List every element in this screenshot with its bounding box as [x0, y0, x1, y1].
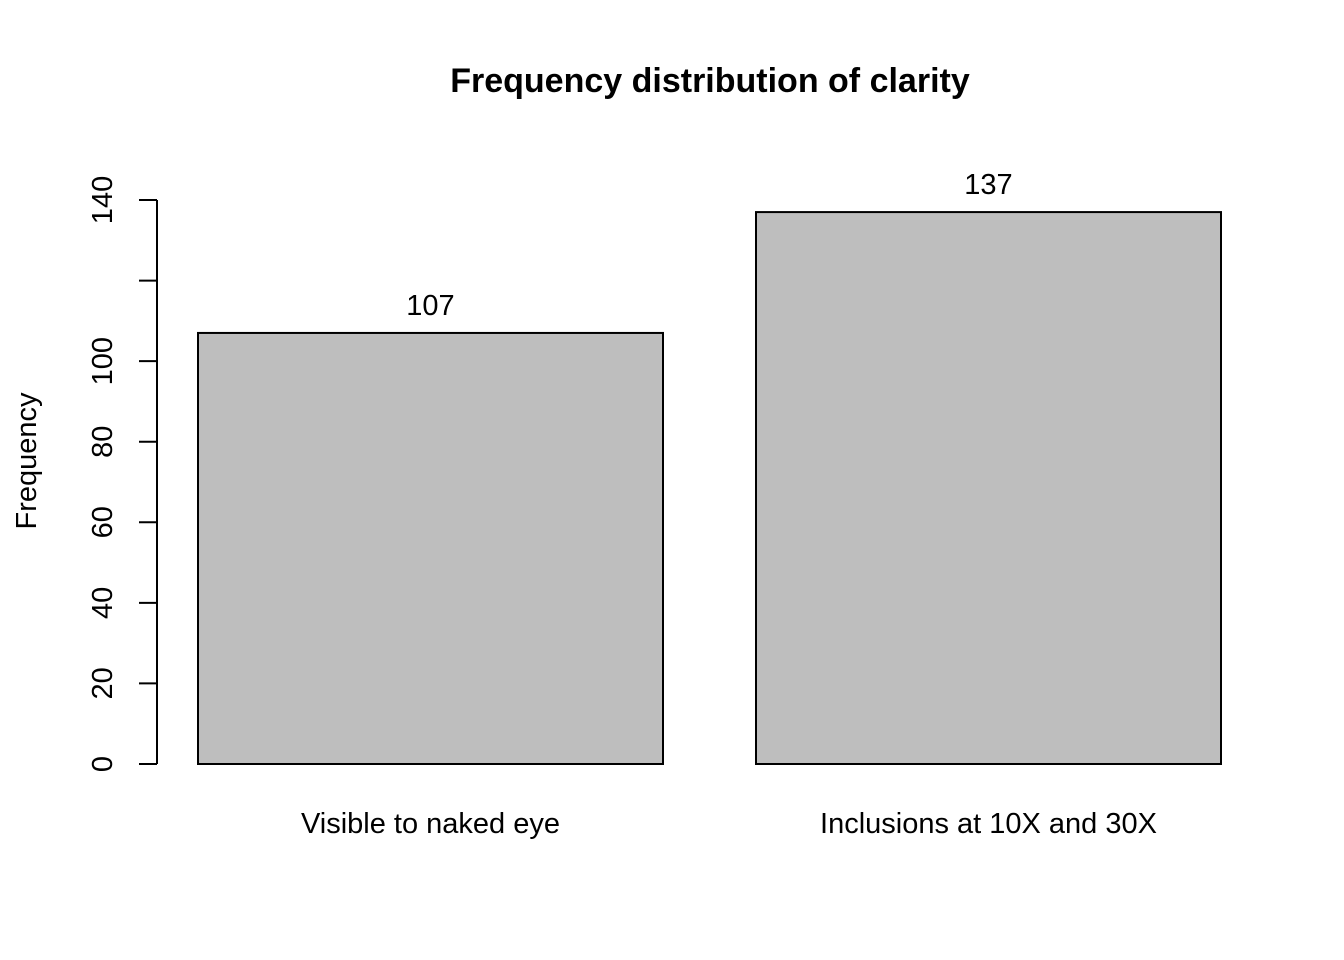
y-tick-label: 140: [87, 176, 119, 224]
y-tick-label: 0: [87, 756, 119, 772]
y-tick-label: 20: [87, 667, 119, 699]
y-tick-label: 80: [87, 426, 119, 458]
y-tick-label: 60: [87, 506, 119, 538]
chart-title: Frequency distribution of clarity: [450, 62, 970, 100]
x-tick-label: Visible to naked eye: [301, 808, 560, 840]
bar: [197, 331, 664, 765]
bar-value-label: 107: [406, 290, 454, 322]
bar-value-label: 137: [964, 169, 1012, 201]
y-tick-label: 40: [87, 587, 119, 619]
y-axis: 0 20 40 60 80 100 140: [87, 176, 158, 772]
y-tick-label: 100: [87, 337, 119, 385]
bars: 107 Visible to naked eye 137 Inclusions at …: [197, 169, 1222, 840]
bar: [755, 211, 1222, 766]
y-axis-label: Frequency: [11, 392, 43, 530]
x-tick-label: Inclusions at 10X and 30X: [820, 808, 1157, 840]
